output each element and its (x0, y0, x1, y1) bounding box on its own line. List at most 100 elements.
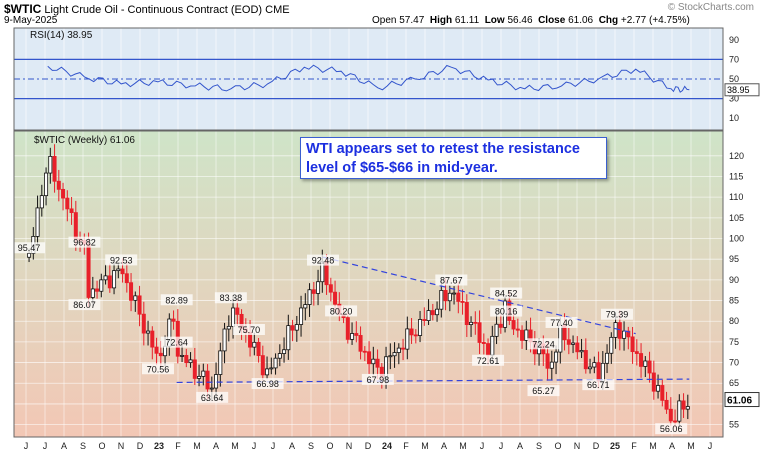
candle-body (273, 357, 278, 369)
candle-body (282, 349, 287, 354)
candle-body (290, 325, 295, 331)
x-tick: S (80, 441, 86, 451)
value-label-bg (214, 292, 247, 304)
x-tick: O (326, 441, 333, 451)
x-tick: 23 (154, 441, 164, 451)
price-tick: 110 (729, 192, 743, 202)
candle-body (171, 318, 176, 322)
candle-body (260, 355, 265, 376)
x-tick: A (669, 441, 675, 451)
last-price-box (724, 392, 760, 408)
candle-body (647, 360, 652, 374)
candle-body (120, 268, 125, 275)
candle-body (473, 321, 478, 324)
price-tick: 100 (729, 234, 744, 244)
x-tick: J (24, 441, 29, 451)
value-label: 65.27 (532, 386, 555, 396)
value-label-bg (68, 236, 101, 248)
candle-body (575, 342, 580, 353)
rsi-tick: 10 (729, 113, 739, 123)
candle-body (299, 307, 304, 325)
candle-body (95, 288, 100, 292)
price-tick: 65 (729, 378, 739, 388)
value-label: 56.06 (660, 424, 683, 434)
value-label: 82.89 (165, 295, 188, 305)
candle-body (579, 350, 584, 353)
x-tick: A (61, 441, 67, 451)
value-label: 86.07 (73, 300, 96, 310)
candle-body (498, 323, 503, 328)
candle-body (146, 330, 151, 334)
instrument-name: Light Crude Oil - Continuous Contract (E… (44, 4, 263, 16)
candle-body (192, 359, 197, 379)
price-tick: 85 (729, 296, 739, 306)
last-price-value: 61.06 (727, 396, 752, 407)
candle-body (583, 350, 588, 370)
candle-body (426, 310, 431, 322)
candle-body (307, 289, 312, 305)
candle-body (418, 319, 423, 336)
chg-label: Chg (598, 15, 619, 26)
candle-body (311, 289, 316, 294)
candle-body (350, 333, 355, 340)
price-tick: 115 (729, 171, 743, 181)
candle-body (481, 342, 486, 344)
candle-body (439, 290, 444, 310)
candle-body (226, 325, 231, 330)
value-label-bg (361, 373, 394, 385)
x-tick: A (517, 441, 523, 451)
candle-body (235, 307, 240, 315)
candle-body (205, 370, 210, 390)
candle-body (345, 317, 350, 340)
x-tick: D (137, 441, 144, 451)
x-tick: A (213, 441, 219, 451)
value-label-bg (141, 363, 174, 375)
candle-body (86, 243, 91, 298)
candle-body (685, 406, 690, 410)
value-label-bg (325, 305, 358, 317)
candle-body (622, 330, 627, 339)
value-label: 72.24 (532, 339, 555, 349)
x-tick: F (631, 441, 637, 451)
candle-body (617, 322, 622, 339)
candle-body (443, 290, 448, 302)
price-tick: 75 (729, 337, 739, 347)
value-label-bg (68, 299, 101, 311)
candle-body (65, 197, 70, 210)
candle-body (184, 355, 189, 364)
value-label: 77.40 (550, 318, 573, 328)
x-tick: J (271, 441, 276, 451)
value-label-bg (13, 242, 46, 254)
candle-body (673, 420, 678, 423)
candle-body (375, 358, 380, 368)
close-value: 61.06 (568, 15, 594, 26)
value-label: 75.70 (238, 325, 261, 335)
candle-body (52, 155, 57, 182)
open-value: 57.47 (399, 15, 425, 26)
candle-body (664, 399, 669, 410)
candle-body (486, 343, 491, 356)
candle-body (588, 366, 593, 370)
value-label-bg (582, 379, 615, 391)
x-tick: J (708, 441, 713, 451)
value-label-bg (251, 378, 284, 390)
value-label-bg (160, 294, 193, 306)
candle-body (137, 295, 142, 315)
candle-body (435, 308, 440, 316)
candle-body (286, 325, 291, 351)
value-label-bg (160, 336, 193, 348)
candle-body (56, 180, 61, 190)
x-tick: D (593, 441, 600, 451)
value-label: 72.64 (165, 338, 188, 348)
x-tick: J (43, 441, 48, 451)
candle-body (188, 359, 193, 364)
x-tick: M (687, 441, 695, 451)
rsi-tick: 50 (729, 74, 739, 84)
x-tick: F (175, 441, 181, 451)
candle-body (367, 351, 372, 365)
value-label: 83.38 (220, 293, 243, 303)
candle-body (460, 301, 465, 303)
candle-body (634, 351, 639, 354)
candle-body (358, 335, 363, 352)
x-tick: O (98, 441, 105, 451)
